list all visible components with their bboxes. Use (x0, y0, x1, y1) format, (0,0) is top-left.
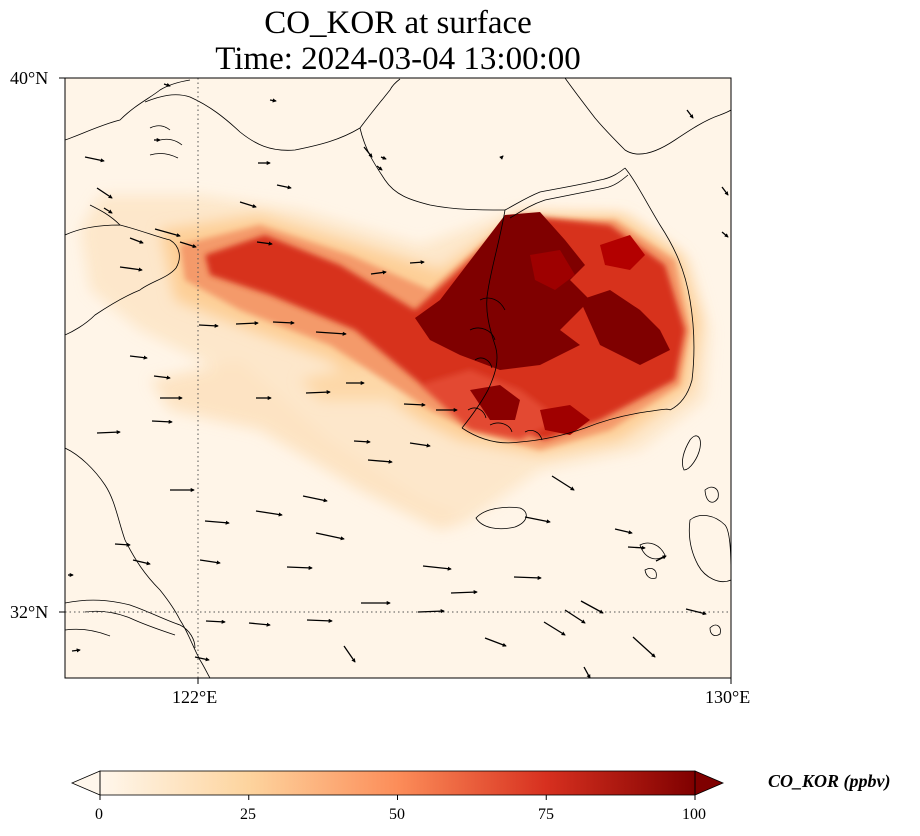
wind-arrow (363, 146, 373, 158)
colorbar-gradient (100, 771, 695, 795)
wind-arrow (286, 565, 313, 570)
wind-arrow (524, 516, 551, 524)
wind-arrow (84, 156, 105, 163)
wind-arrow (627, 545, 646, 550)
wind-arrow (685, 608, 707, 616)
wind-arrow (276, 184, 292, 190)
wind-arrow (235, 321, 259, 326)
colorbar-extend-max (694, 770, 725, 796)
map-title: CO_KOR at surface (264, 5, 532, 41)
map-plot-area (65, 78, 731, 678)
wind-arrow (129, 355, 148, 360)
wind-arrow (179, 241, 197, 248)
lat-label-40: 40°N (10, 68, 49, 88)
wind-arrow (403, 402, 426, 407)
wind-arrow (269, 98, 277, 103)
wind-arrow (96, 187, 113, 199)
wind-arrow (686, 109, 694, 119)
wind-arrow (272, 320, 295, 325)
wind-arrow (499, 155, 504, 160)
wind-arrow (380, 155, 387, 160)
wind-arrow (198, 323, 219, 328)
wind-arrow (194, 656, 210, 662)
wind-arrow (119, 266, 143, 272)
wind-arrow (199, 559, 221, 565)
lon-label-130: 130°E (705, 687, 751, 707)
co-concentration-field (80, 195, 710, 530)
wind-arrow (409, 442, 431, 448)
wind-arrow (655, 555, 667, 562)
colorbar (70, 770, 725, 800)
wind-arrow (205, 619, 226, 624)
wind-arrow (204, 520, 230, 525)
colorbar-title: CO_KOR (ppbv) (768, 771, 891, 791)
wind-arrow (114, 542, 131, 547)
map-frame (64, 77, 732, 679)
wind-arrow (239, 201, 257, 208)
wind-arrow (721, 231, 729, 238)
wind-arrow (248, 622, 271, 627)
wind-arrow (96, 430, 121, 435)
wind-arrow (370, 270, 387, 275)
wind-arrow (315, 532, 345, 541)
wind-arrow (580, 600, 604, 614)
wind-arrow (353, 439, 371, 444)
colorbar-label-50: 50 (389, 806, 405, 823)
wind-arrow (129, 237, 144, 244)
wind-arrow (153, 375, 171, 380)
wind-arrow (305, 390, 331, 395)
wind-arrow (343, 645, 356, 663)
wind-arrow (154, 228, 181, 238)
wind-arrow (422, 565, 452, 571)
wind-arrow (256, 241, 273, 246)
gridlines (65, 78, 731, 678)
colorbar-extend-min (70, 770, 101, 796)
wind-arrow (367, 459, 393, 464)
wind-arrow (417, 609, 445, 614)
wind-arrow (450, 590, 478, 595)
colorbar-label-25: 25 (240, 806, 256, 823)
wind-arrow (583, 666, 591, 678)
wind-arrow (306, 618, 333, 623)
wind-arrow (151, 419, 173, 424)
colorbar-label-100: 100 (682, 806, 706, 823)
wind-arrow (632, 636, 656, 658)
wind-arrow (721, 186, 729, 196)
wind-arrow (376, 165, 383, 171)
wind-arrow (103, 207, 113, 214)
wind-arrow (71, 648, 81, 653)
wind-arrow (551, 475, 575, 491)
wind-arrow (132, 559, 151, 566)
wind-vectors (68, 82, 729, 678)
axis-ticks (59, 77, 732, 684)
wind-arrow (564, 609, 586, 624)
wind-arrow (302, 495, 328, 503)
colorbar-label-75: 75 (538, 806, 554, 823)
wind-arrow (484, 637, 507, 647)
wind-arrow (255, 510, 283, 517)
map-time-subtitle: Time: 2024-03-04 13:00:00 (215, 41, 581, 77)
wind-arrow (513, 575, 542, 580)
wind-arrow (163, 82, 171, 87)
colorbar-label-0: 0 (95, 806, 103, 823)
lon-label-122: 122°E (172, 687, 218, 707)
lat-label-32: 32°N (10, 602, 49, 622)
wind-arrow (409, 260, 425, 265)
wind-arrow (614, 528, 633, 535)
wind-arrow (315, 331, 347, 336)
wind-arrow (543, 621, 566, 636)
